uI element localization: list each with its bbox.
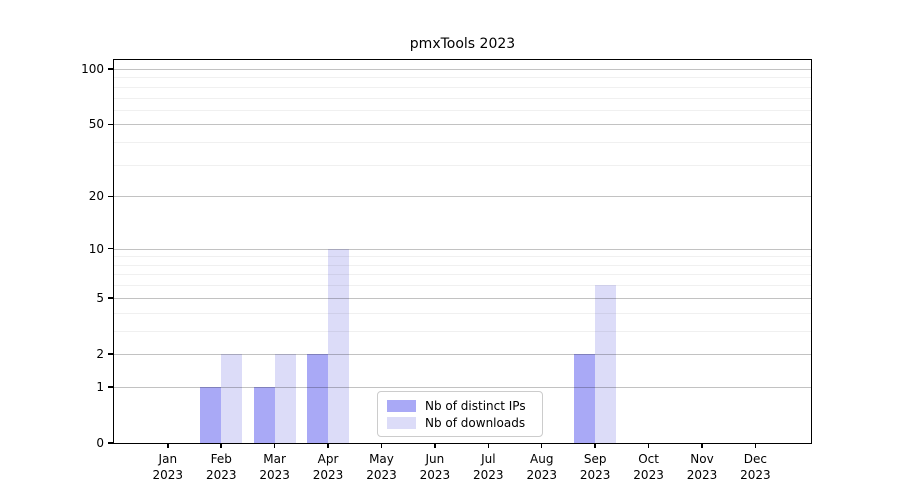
gridline-minor xyxy=(114,256,811,258)
gridline-minor xyxy=(114,285,811,287)
legend: Nb of distinct IPs Nb of downloads xyxy=(377,391,543,437)
gridline-minor xyxy=(114,77,811,79)
gridline-minor xyxy=(114,86,811,88)
gridline-minor xyxy=(114,312,811,314)
bar-distinct-ips xyxy=(253,386,275,443)
y-tick-label: 0 xyxy=(96,436,104,450)
legend-label-downloads: Nb of downloads xyxy=(425,415,526,430)
bar-downloads xyxy=(221,353,243,443)
x-tick-mark xyxy=(594,443,596,448)
y-tick-label: 100 xyxy=(81,61,104,76)
x-tick-mark xyxy=(647,443,650,448)
bar-downloads xyxy=(274,353,296,443)
y-tick-mark xyxy=(108,68,113,70)
x-tick-label: Jul 2023 xyxy=(473,452,504,482)
x-tick-label: Nov 2023 xyxy=(686,452,718,482)
bar-downloads xyxy=(328,248,350,443)
x-tick-mark xyxy=(434,443,436,448)
legend-label-distinct-ips: Nb of distinct IPs xyxy=(425,398,526,413)
bars-layer xyxy=(114,60,811,443)
y-tick-label: 5 xyxy=(96,290,104,305)
x-tick-mark xyxy=(273,443,276,448)
y-tick-label: 10 xyxy=(88,241,104,256)
legend-swatch-downloads xyxy=(387,416,416,429)
y-tick-mark xyxy=(108,353,113,355)
plot-area xyxy=(113,59,812,444)
x-tick-mark xyxy=(701,443,703,448)
x-tick-mark xyxy=(220,443,222,448)
gridline-minor xyxy=(114,274,811,276)
grid-layer xyxy=(114,60,811,443)
x-tick-label: Dec 2023 xyxy=(740,452,771,482)
chart-title: pmxTools 2023 xyxy=(409,36,516,52)
legend-item-distinct-ips: Nb of distinct IPs xyxy=(387,398,534,413)
bar-downloads xyxy=(595,285,617,443)
gridline-minor xyxy=(114,142,811,144)
gridline-major xyxy=(114,248,811,250)
gridline-major xyxy=(114,68,811,70)
legend-item-downloads: Nb of downloads xyxy=(387,415,534,430)
x-tick-label: Mar 2023 xyxy=(259,452,290,482)
x-tick-label: Jan 2023 xyxy=(152,452,184,482)
gridline-minor xyxy=(114,264,811,266)
x-tick-label: Aug 2023 xyxy=(526,452,557,482)
x-tick-mark xyxy=(327,443,329,448)
gridline-major xyxy=(114,386,811,388)
y-tick-label: 50 xyxy=(88,117,104,132)
gridline-minor xyxy=(114,97,811,99)
x-tick-label: Jun 2023 xyxy=(419,452,451,482)
legend-swatch-distinct-ips xyxy=(387,399,416,412)
y-tick-mark xyxy=(108,297,113,299)
gridline-major xyxy=(114,297,811,299)
x-tick-mark xyxy=(540,443,543,448)
x-tick-mark xyxy=(487,443,490,448)
bar-distinct-ips xyxy=(307,353,329,443)
y-tick-mark xyxy=(108,195,113,198)
y-tick-mark xyxy=(108,442,113,444)
y-tick-label: 20 xyxy=(88,189,104,204)
x-tick-label: Feb 2023 xyxy=(205,452,237,482)
x-tick-label: May 2023 xyxy=(366,452,397,482)
y-tick-label: 2 xyxy=(96,346,104,361)
x-tick-label: Apr 2023 xyxy=(312,452,344,482)
gridline-minor xyxy=(114,109,811,111)
x-tick-mark xyxy=(167,443,169,448)
y-tick-label: 1 xyxy=(96,379,104,394)
bar-distinct-ips xyxy=(200,386,222,443)
gridline-major xyxy=(114,196,811,198)
gridline-major xyxy=(114,353,811,355)
gridline-minor xyxy=(114,164,811,166)
x-tick-label: Oct 2023 xyxy=(633,452,664,482)
gridline-minor xyxy=(114,330,811,332)
x-tick-label: Sep 2023 xyxy=(579,452,611,482)
x-tick-mark xyxy=(754,443,757,448)
bar-distinct-ips xyxy=(574,353,596,443)
x-tick-mark xyxy=(380,443,383,448)
y-tick-mark xyxy=(108,386,113,388)
gridline-major xyxy=(114,124,811,126)
y-tick-mark xyxy=(108,123,113,126)
y-tick-mark xyxy=(108,247,113,250)
